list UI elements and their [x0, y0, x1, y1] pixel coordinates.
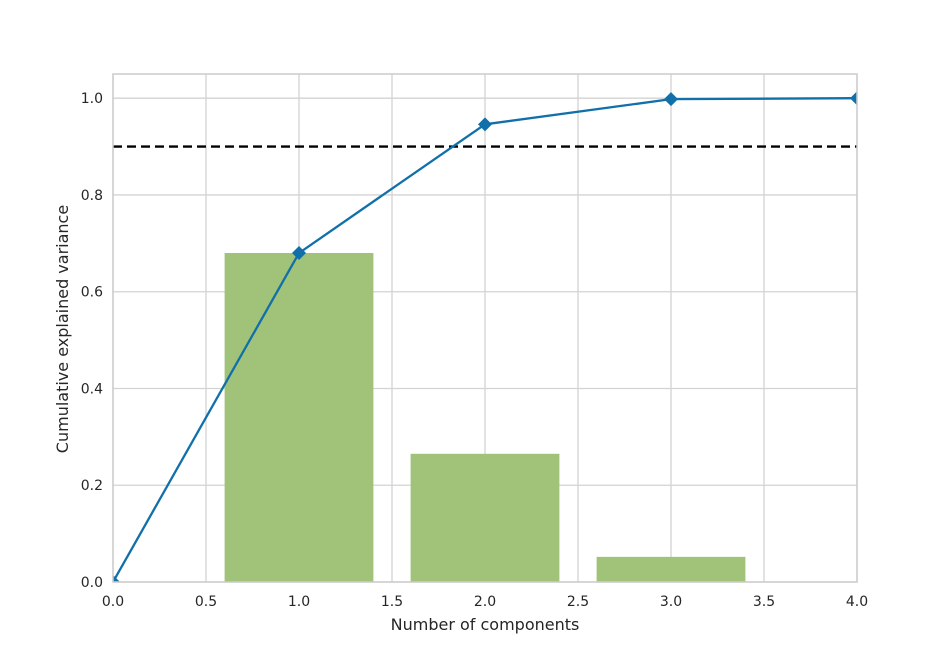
y-tick-label: 0.2 [81, 478, 103, 494]
x-tick-label: 1.5 [381, 594, 403, 610]
y-tick-label: 0.4 [81, 381, 103, 397]
x-tick-label: 1.0 [288, 594, 310, 610]
bar-component-2 [410, 453, 560, 582]
x-tick-label: 4.0 [846, 594, 868, 610]
x-tick-labels: 0.0 0.5 1.0 1.5 2.0 2.5 3.0 3.5 4.0 [102, 594, 868, 610]
plot-frame [112, 73, 858, 583]
line-point-marker [478, 117, 492, 132]
x-tick-label: 3.0 [660, 594, 682, 610]
line-point-marker [113, 575, 120, 582]
x-axis-title: Number of components [391, 615, 580, 634]
bar-component-1 [224, 253, 374, 582]
y-axis-title: Cumulative explained variance [53, 205, 72, 453]
y-tick-label: 0.8 [81, 188, 103, 204]
x-tick-label: 2.5 [567, 594, 589, 610]
x-tick-label: 0.5 [195, 594, 217, 610]
markers [113, 91, 857, 582]
x-tick-label: 0.0 [102, 594, 124, 610]
bars [224, 253, 746, 582]
x-tick-label: 2.0 [474, 594, 496, 610]
y-tick-labels: 0.0 0.2 0.4 0.6 0.8 1.0 [81, 91, 103, 591]
line-point-marker [292, 246, 306, 261]
bar-component-3 [596, 556, 746, 582]
y-tick-label: 0.6 [81, 285, 103, 301]
line-point-marker [664, 92, 678, 107]
y-tick-label: 0.0 [81, 575, 103, 591]
line-point-marker [850, 91, 857, 106]
y-tick-label: 1.0 [81, 91, 103, 107]
x-tick-label: 3.5 [753, 594, 775, 610]
